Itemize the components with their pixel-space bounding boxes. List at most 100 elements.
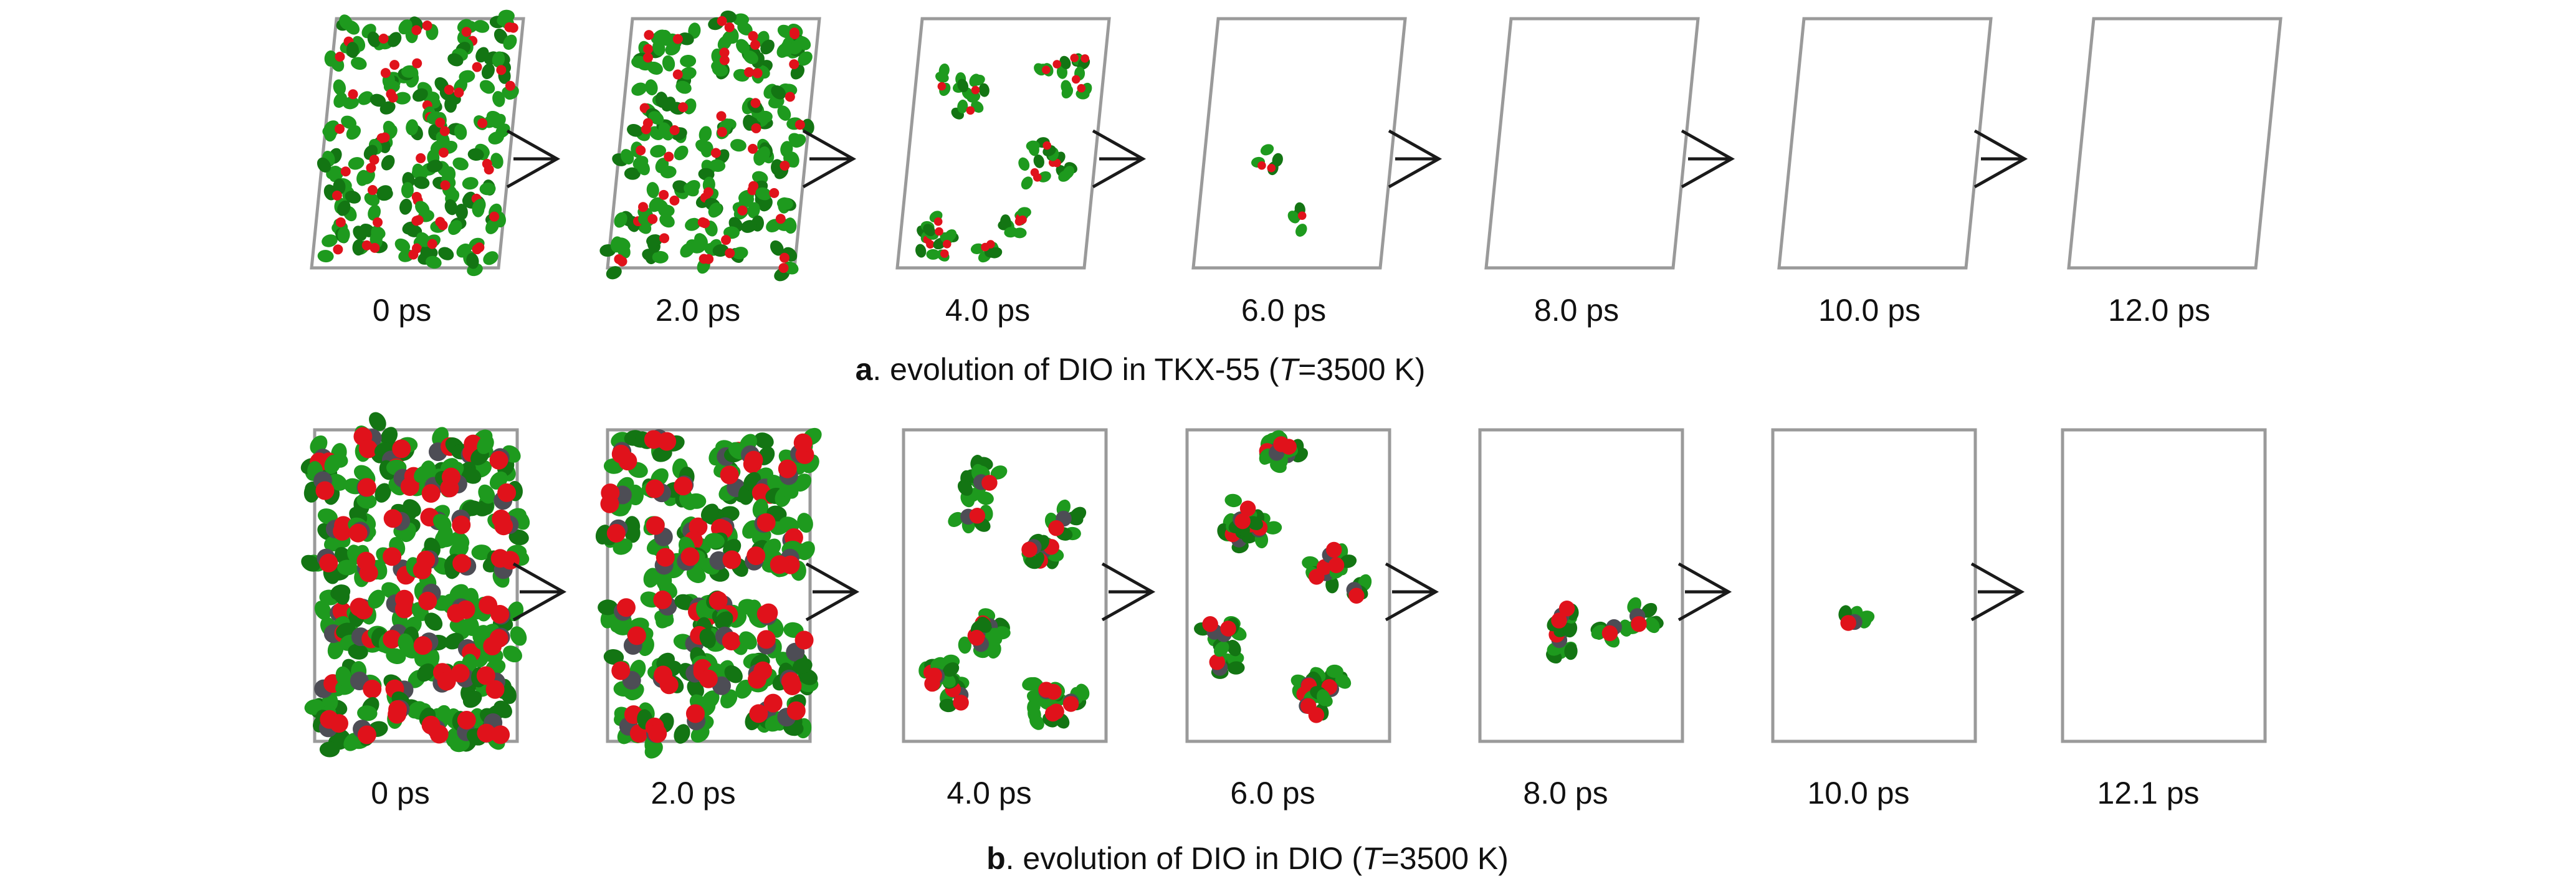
arrow-icon <box>1092 129 1147 189</box>
caption-a-text: . evolution of DIO in TKX-55 ( <box>872 352 1279 387</box>
molecule <box>333 584 376 628</box>
molecule <box>769 541 806 581</box>
simulation-cell-a-2 <box>895 17 1111 270</box>
molecule <box>487 508 530 546</box>
molecule <box>335 658 382 699</box>
time-label-b-4: 8.0 ps <box>1523 776 1608 811</box>
frame-b-6 <box>2061 428 2267 743</box>
time-label-b-0: 0 ps <box>371 776 430 811</box>
molecule <box>1290 667 1326 703</box>
arrow-icon <box>1973 129 2028 189</box>
molecule <box>1021 533 1049 569</box>
arrow-icon <box>506 129 561 189</box>
molecule <box>406 537 452 591</box>
frame-b-4 <box>1478 428 1684 743</box>
molecule <box>416 232 454 269</box>
molecule <box>348 138 395 184</box>
arrow-icon <box>512 562 567 622</box>
molecule <box>435 461 482 498</box>
molecule <box>303 454 348 505</box>
molecule <box>728 202 764 233</box>
frame-b-1 <box>595 427 822 759</box>
molecule <box>399 172 430 215</box>
molecule <box>1018 155 1051 190</box>
caption-a-post: =3500 K) <box>1298 352 1425 387</box>
molecule <box>347 544 388 587</box>
molecule <box>398 58 422 88</box>
molecule <box>370 80 411 115</box>
frame-b-5 <box>1771 428 1977 743</box>
molecule <box>699 111 737 142</box>
frame-a-6 <box>2067 17 2283 270</box>
arrow-icon <box>1681 129 1735 189</box>
molecule <box>361 24 402 50</box>
simulation-cell-a-4 <box>1484 17 1700 270</box>
molecule <box>677 536 708 583</box>
molecule <box>658 122 687 143</box>
molecule <box>742 83 778 120</box>
molecule <box>743 110 773 133</box>
molecule <box>1625 597 1664 634</box>
time-label-b-6: 12.1 ps <box>2097 776 2199 811</box>
molecule <box>700 532 748 582</box>
molecule <box>482 544 530 588</box>
frame-b-0 <box>300 412 530 758</box>
molecule <box>371 120 398 153</box>
molecule <box>970 240 1003 263</box>
molecule <box>489 9 518 50</box>
molecule <box>1213 616 1247 657</box>
time-label-a-1: 2.0 ps <box>656 293 740 328</box>
molecule <box>356 169 393 206</box>
molecule <box>470 435 521 482</box>
time-label-b-5: 10.0 ps <box>1807 776 1909 811</box>
time-label-b-1: 2.0 ps <box>651 776 735 811</box>
molecule <box>1000 207 1031 239</box>
molecule <box>471 658 517 704</box>
molecule <box>1061 66 1092 100</box>
molecule <box>685 197 723 237</box>
arrow-icon <box>1385 562 1439 622</box>
molecule <box>1034 55 1071 79</box>
molecule <box>599 236 631 280</box>
molecule <box>642 233 670 265</box>
molecule <box>723 432 775 473</box>
row-a-tkx55: 0 ps 2.0 ps 4.0 ps 6.0 ps 8.0 ps 10.0 ps 12.0 … <box>310 9 2283 328</box>
frame-a-4 <box>1484 17 1700 270</box>
molecule <box>614 702 655 744</box>
molecule <box>1590 619 1633 648</box>
molecule <box>733 50 773 84</box>
molecule <box>771 141 799 179</box>
molecule <box>474 624 527 663</box>
molecule <box>672 458 707 510</box>
molecule <box>711 36 732 80</box>
molecule <box>1070 53 1090 70</box>
molecule <box>446 708 487 753</box>
molecule <box>699 609 748 655</box>
molecule <box>637 709 674 759</box>
caption-b-letter: b <box>986 841 1006 876</box>
frame-a-5 <box>1777 17 1993 270</box>
molecule <box>730 138 775 166</box>
molecule <box>383 499 421 543</box>
molecule <box>317 148 351 183</box>
molecule <box>317 226 350 263</box>
molecule <box>765 694 812 739</box>
molecule <box>635 429 685 462</box>
molecule <box>1251 144 1283 176</box>
time-label-a-2: 4.0 ps <box>945 293 1030 328</box>
molecule <box>968 616 1002 659</box>
molecule <box>333 79 373 110</box>
frame-a-2 <box>895 17 1111 270</box>
molecule <box>1209 652 1245 679</box>
molecule <box>426 111 467 147</box>
time-label-b-2: 4.0 ps <box>947 776 1031 811</box>
time-label-a-5: 10.0 ps <box>1818 293 1920 328</box>
time-label-a-6: 12.0 ps <box>2108 293 2210 328</box>
simulation-cell-b-6 <box>2061 428 2267 743</box>
time-label-a-4: 8.0 ps <box>1534 293 1619 328</box>
time-label-a-3: 6.0 ps <box>1241 293 1326 328</box>
molecule <box>724 654 777 699</box>
molecule <box>920 211 943 240</box>
frame-b-3 <box>1185 428 1391 743</box>
molecule <box>933 229 959 262</box>
